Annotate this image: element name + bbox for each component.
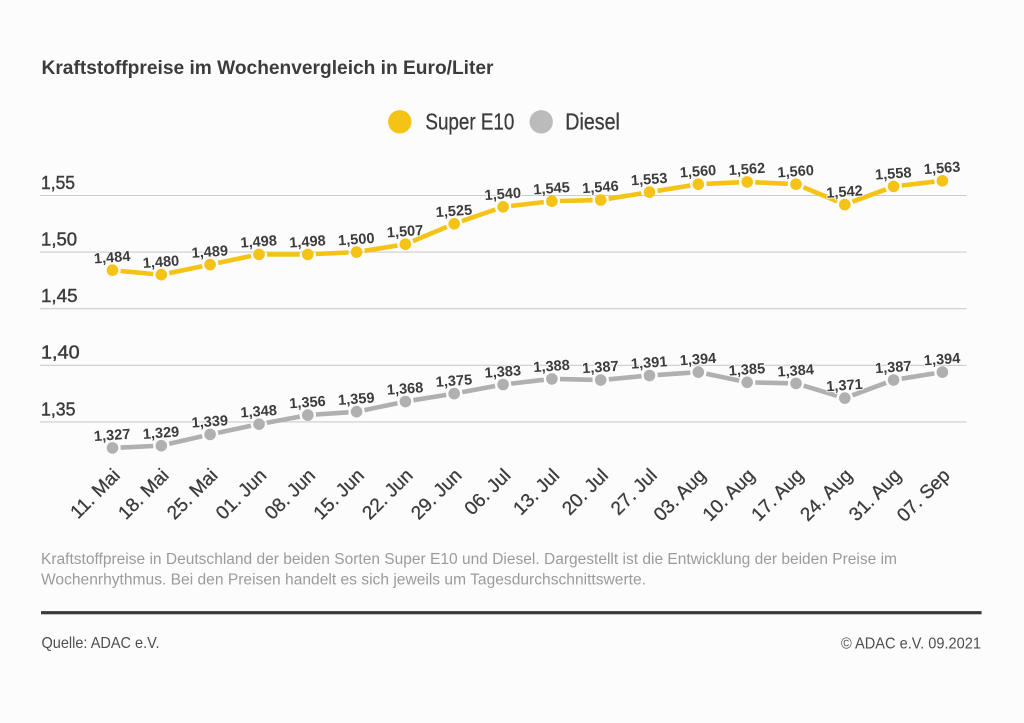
svg-text:1,388: 1,388: [533, 358, 571, 377]
svg-text:1,40: 1,40: [41, 342, 80, 363]
svg-text:1,387: 1,387: [582, 359, 620, 378]
svg-text:1,498: 1,498: [240, 233, 278, 252]
svg-text:1,553: 1,553: [630, 171, 668, 190]
svg-text:1,387: 1,387: [875, 359, 913, 378]
svg-text:1,545: 1,545: [533, 180, 571, 199]
svg-text:Quelle: ADAC e.V.: Quelle: ADAC e.V.: [42, 635, 160, 652]
svg-text:1,507: 1,507: [386, 223, 424, 242]
svg-text:1,558: 1,558: [875, 165, 913, 184]
svg-text:1,560: 1,560: [777, 163, 815, 182]
svg-text:1,489: 1,489: [191, 243, 229, 262]
svg-text:1,394: 1,394: [679, 351, 717, 370]
svg-text:1,384: 1,384: [777, 362, 815, 381]
svg-text:1,45: 1,45: [41, 285, 78, 306]
svg-text:1,385: 1,385: [728, 361, 766, 380]
svg-text:1,560: 1,560: [679, 163, 717, 182]
svg-text:1,50: 1,50: [41, 229, 77, 250]
svg-text:1,329: 1,329: [142, 424, 180, 443]
svg-text:Wochenrhythmus. Bei den Preise: Wochenrhythmus. Bei den Preisen handelt …: [41, 571, 646, 588]
svg-text:1,327: 1,327: [93, 427, 131, 446]
svg-text:Kraftstoffpreise im Wochenverg: Kraftstoffpreise im Wochenvergleich in E…: [42, 57, 494, 79]
svg-text:Diesel: Diesel: [565, 108, 620, 134]
svg-text:1,394: 1,394: [923, 351, 961, 370]
svg-text:1,480: 1,480: [142, 253, 180, 272]
svg-text:1,375: 1,375: [435, 372, 473, 391]
svg-text:1,55: 1,55: [41, 172, 75, 193]
svg-text:© ADAC e.V. 09.2021: © ADAC e.V. 09.2021: [841, 636, 981, 653]
svg-text:1,35: 1,35: [41, 398, 76, 419]
svg-text:1,546: 1,546: [582, 179, 620, 198]
svg-text:1,383: 1,383: [484, 363, 522, 382]
svg-text:1,339: 1,339: [191, 413, 229, 432]
svg-text:1,498: 1,498: [289, 233, 327, 252]
svg-text:1,563: 1,563: [923, 160, 961, 179]
svg-text:1,542: 1,542: [826, 183, 864, 202]
svg-text:1,368: 1,368: [386, 380, 424, 399]
svg-text:1,391: 1,391: [630, 354, 668, 373]
svg-text:1,371: 1,371: [826, 377, 864, 396]
svg-text:1,359: 1,359: [338, 390, 376, 409]
svg-text:1,562: 1,562: [728, 161, 766, 180]
svg-text:Kraftstoffpreise in Deutschlan: Kraftstoffpreise in Deutschland der beid…: [41, 551, 897, 568]
svg-text:1,500: 1,500: [338, 231, 376, 250]
svg-text:1,356: 1,356: [289, 394, 327, 413]
svg-text:Super E10: Super E10: [425, 108, 514, 134]
svg-text:1,525: 1,525: [435, 203, 473, 222]
svg-text:1,540: 1,540: [484, 186, 522, 205]
svg-text:1,484: 1,484: [93, 249, 131, 268]
svg-text:1,348: 1,348: [240, 403, 278, 422]
